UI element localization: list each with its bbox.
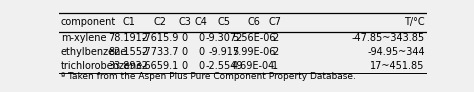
- Text: C3: C3: [178, 17, 191, 27]
- Text: trichlorobenzene: trichlorobenzene: [61, 61, 143, 71]
- Text: 33.8932: 33.8932: [109, 61, 149, 71]
- Text: 2: 2: [272, 33, 279, 44]
- Text: C1: C1: [122, 17, 135, 27]
- Text: 82.1552: 82.1552: [109, 47, 149, 57]
- Text: 0: 0: [198, 61, 204, 71]
- Text: 0: 0: [182, 61, 188, 71]
- Text: ethylbenzene: ethylbenzene: [61, 47, 127, 57]
- Text: 4.69E-04: 4.69E-04: [232, 61, 275, 71]
- Text: 5.56E-06: 5.56E-06: [232, 33, 275, 44]
- Text: 5.99E-06: 5.99E-06: [232, 47, 275, 57]
- Text: m-xylene: m-xylene: [61, 33, 106, 44]
- Text: C6: C6: [247, 17, 260, 27]
- Text: -6659.1: -6659.1: [141, 61, 179, 71]
- Text: T/°C: T/°C: [404, 17, 425, 27]
- Text: 2: 2: [272, 47, 279, 57]
- Text: component: component: [61, 17, 116, 27]
- Text: C4: C4: [195, 17, 208, 27]
- Text: -47.85~343.85: -47.85~343.85: [352, 33, 425, 44]
- Text: C5: C5: [217, 17, 230, 27]
- Text: -2.5549: -2.5549: [205, 61, 243, 71]
- Text: -7733.7: -7733.7: [141, 47, 179, 57]
- Text: 0: 0: [198, 47, 204, 57]
- Text: -9.3072: -9.3072: [205, 33, 243, 44]
- Text: C7: C7: [269, 17, 282, 27]
- Text: 0: 0: [198, 33, 204, 44]
- Text: 1: 1: [273, 61, 279, 71]
- Text: -7615.9: -7615.9: [141, 33, 179, 44]
- Text: -94.95~344: -94.95~344: [367, 47, 425, 57]
- Text: -9.917: -9.917: [208, 47, 239, 57]
- Text: ª Taken from the Aspen Plus Pure Component Property Database.: ª Taken from the Aspen Plus Pure Compone…: [61, 72, 356, 81]
- Text: 0: 0: [182, 33, 188, 44]
- Text: 78.1912: 78.1912: [109, 33, 149, 44]
- Text: 17~451.85: 17~451.85: [370, 61, 425, 71]
- Text: 0: 0: [182, 47, 188, 57]
- Text: C2: C2: [154, 17, 166, 27]
